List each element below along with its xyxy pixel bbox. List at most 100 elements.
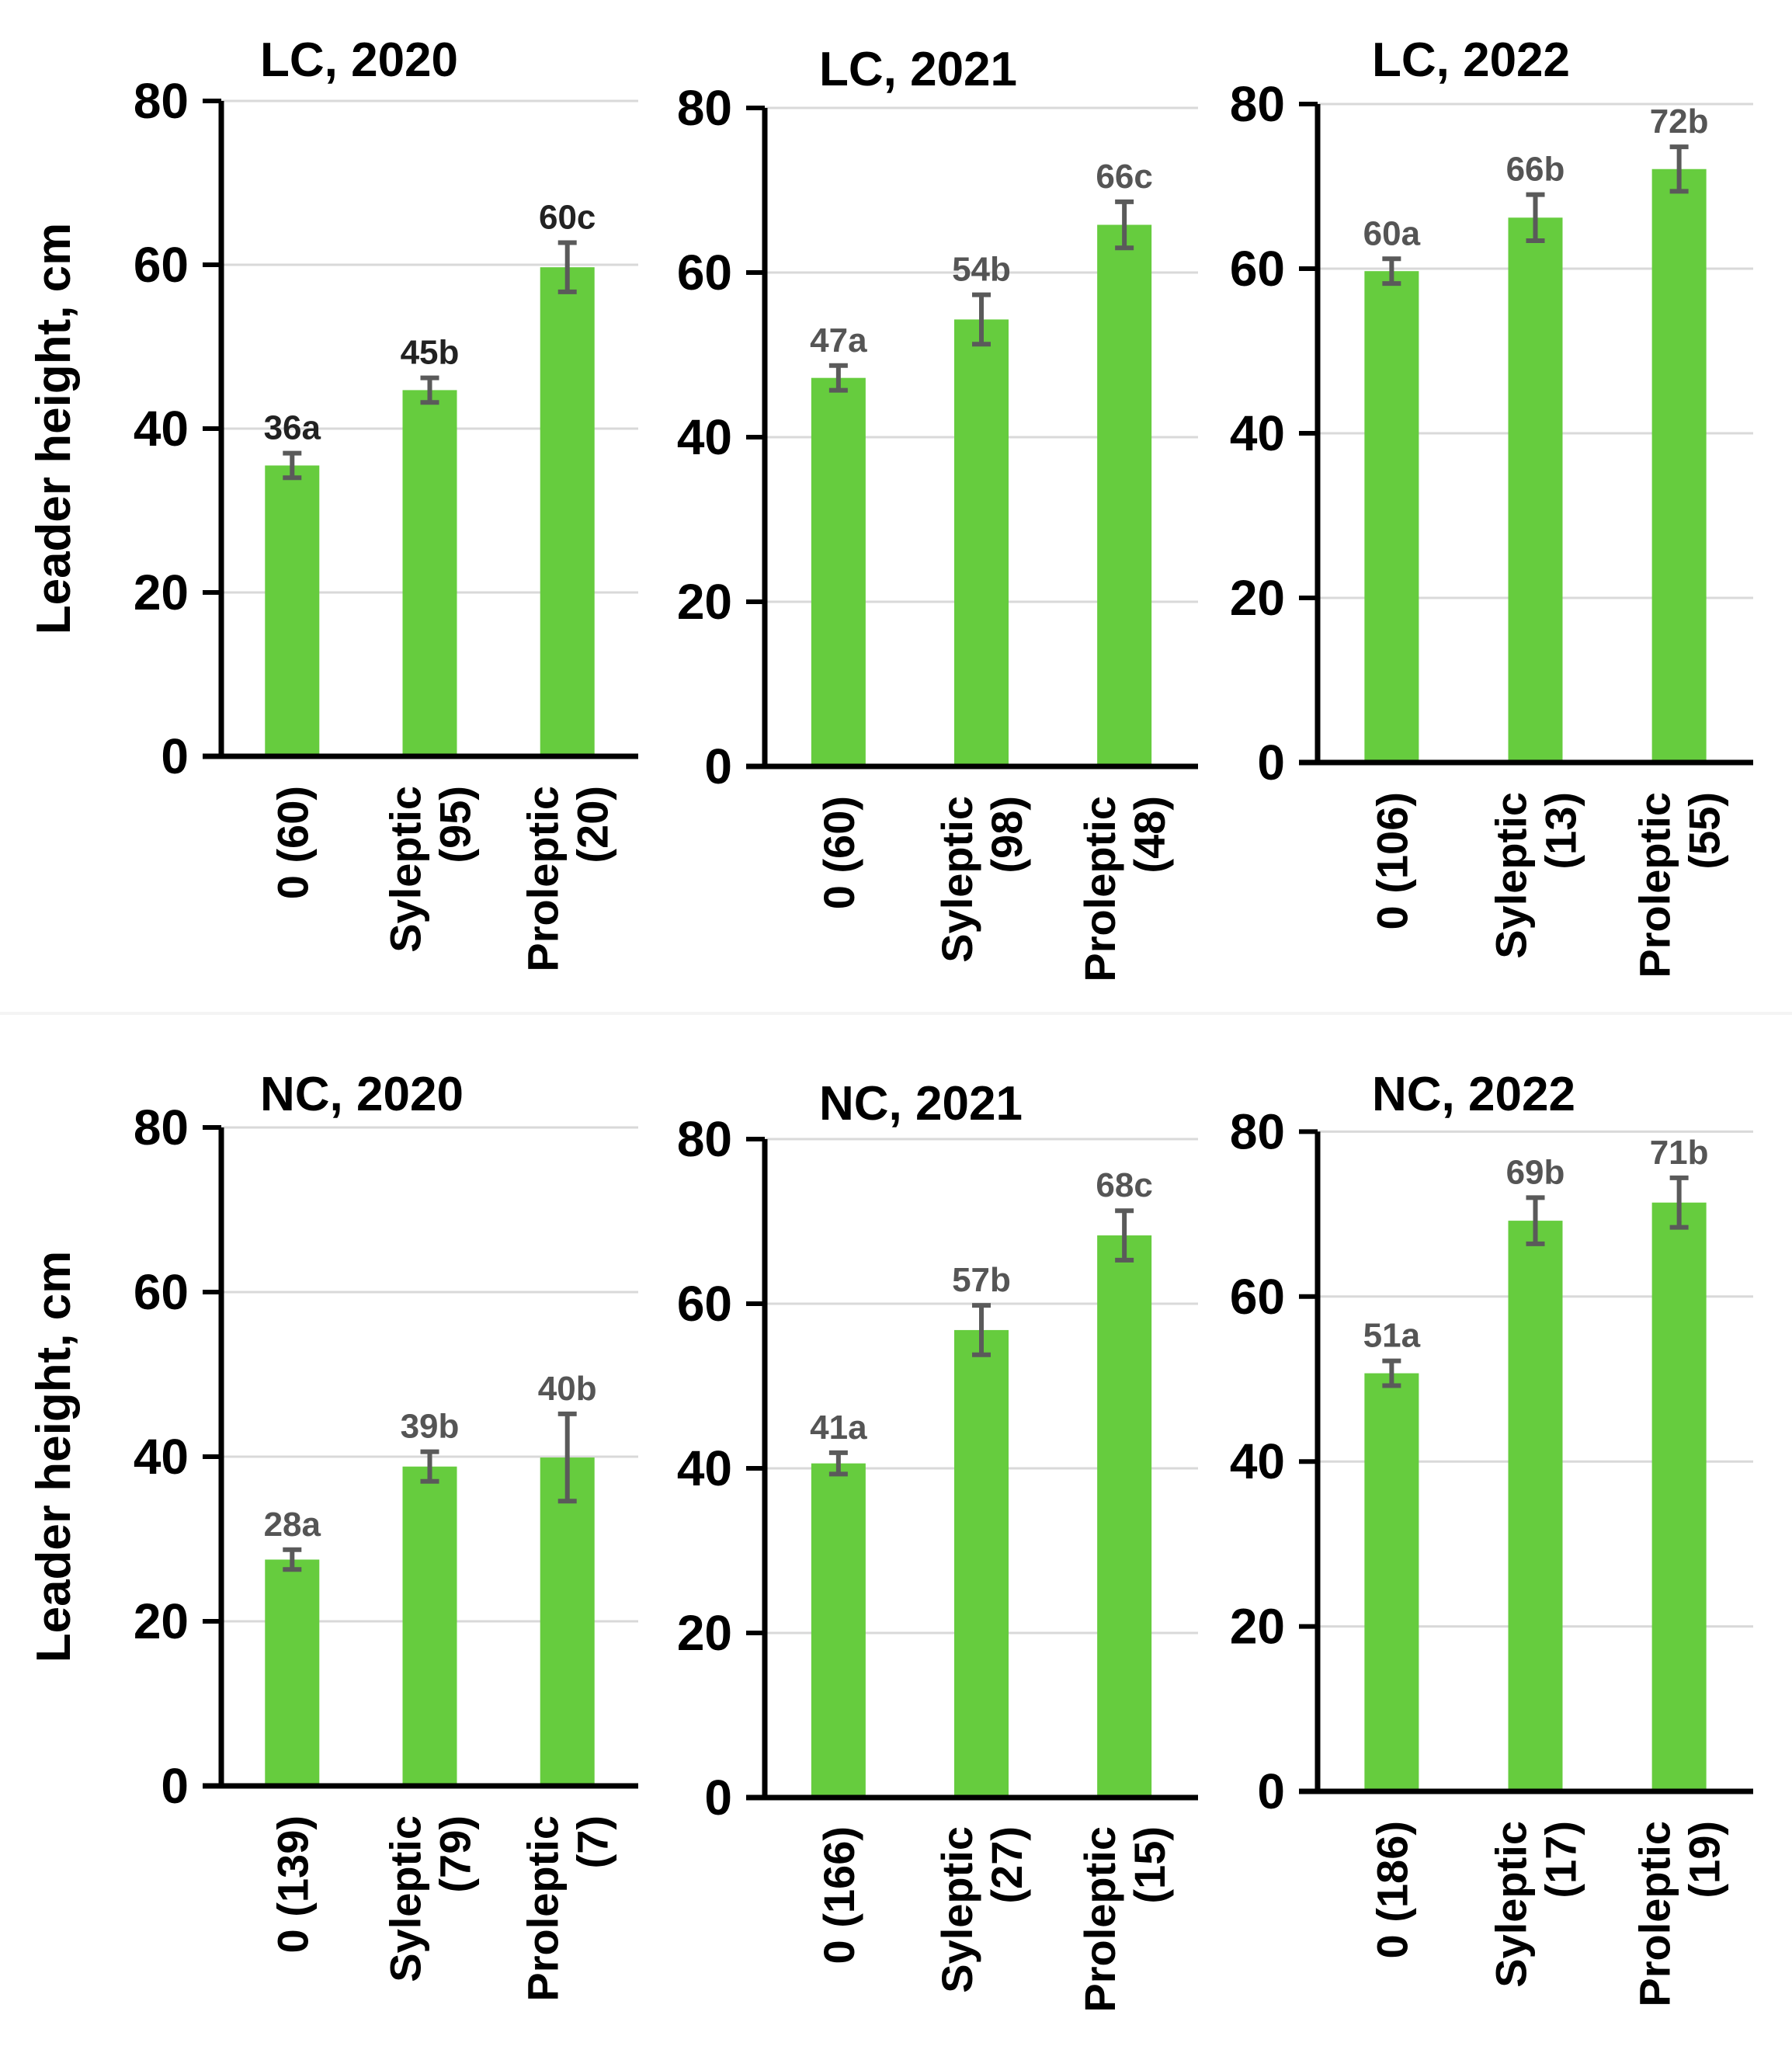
panel-3-category-label: Syleptic (13)	[1487, 792, 1585, 959]
panel-2-data-label: 54b	[952, 251, 1011, 289]
panel-row-separator	[0, 1012, 1792, 1015]
panel-2-category-count: (48)	[1125, 796, 1174, 874]
panel-1-category-label: 0 (60)	[268, 786, 317, 899]
panel-2-y-tick-label: 40	[677, 409, 732, 465]
panel-4-bar-syleptic	[402, 1466, 457, 1786]
panel-3-category-label: 0 (106)	[1367, 792, 1416, 929]
panel-5-category-label: Syleptic (27)	[932, 1826, 1031, 1993]
panel-3-y-tick-label: 40	[1230, 405, 1285, 461]
panel-3-y-tick-label: 0	[1257, 735, 1285, 790]
panel-1-category-count: (95)	[431, 786, 480, 863]
panel-5-bar-syleptic	[954, 1329, 1009, 1798]
panel-1-data-label: 45b	[401, 334, 460, 372]
panel-6-y-tick-label: 40	[1230, 1433, 1285, 1489]
panel-3-category-name: Syleptic	[1487, 792, 1536, 959]
panel-1-title: LC, 2020	[260, 33, 458, 87]
panel-3-data-label: 60a	[1363, 214, 1421, 252]
panel-2-bar-proleptic	[1097, 224, 1152, 766]
panel-6-data-label: 51a	[1363, 1317, 1421, 1355]
panel-4-category-label: Syleptic (79)	[381, 1815, 480, 1982]
panel-1-data-label: 36a	[264, 409, 321, 447]
panel-5-title: NC, 2021	[819, 1077, 1023, 1131]
panel-4-category-name: Proleptic	[519, 1815, 568, 2002]
panel-6-category-text: 0 (186)	[1367, 1821, 1416, 1958]
panel-6-bar-0	[1364, 1373, 1419, 1791]
panel-1-y-tick-label: 80	[134, 73, 189, 129]
panel-2-category-text: 0 (60)	[814, 796, 863, 909]
panel-3-bar-syleptic	[1508, 217, 1563, 763]
panel-1-category-text: 0 (60)	[268, 786, 317, 899]
panel-5-y-tick-label: 20	[677, 1605, 732, 1661]
panel-3-data-label: 66b	[1506, 151, 1565, 189]
panel-6-y-tick-label: 0	[1257, 1763, 1285, 1819]
panel-5-data-label: 41a	[810, 1409, 867, 1447]
panel-1-bar-0	[265, 465, 320, 756]
panel-6-category-name: Proleptic	[1631, 1821, 1679, 2007]
panel-2-y-tick-label: 80	[677, 80, 732, 136]
panel-4-category-count: (7)	[568, 1815, 617, 1868]
panel-5-y-tick-label: 60	[677, 1276, 732, 1332]
panel-5-y-tick-label: 0	[704, 1770, 732, 1826]
panel-3-title: LC, 2022	[1372, 33, 1570, 87]
panel-4-y-tick-label: 0	[161, 1758, 189, 1814]
panel-2-title: LC, 2021	[819, 43, 1017, 96]
panel-4-category-count: (79)	[431, 1815, 480, 1893]
panel-2-y-tick-label: 60	[677, 245, 732, 300]
panel-5-data-label: 57b	[952, 1261, 1011, 1299]
panel-1-bar-proleptic	[540, 267, 595, 756]
panel-5-y-tick-label: 40	[677, 1440, 732, 1496]
panel-3-y-tick-label: 20	[1230, 570, 1285, 626]
panel-5-bar-0	[811, 1463, 866, 1798]
panel-3-category-label: Proleptic (55)	[1631, 792, 1729, 978]
panel-2-y-tick-label: 0	[704, 738, 732, 794]
panel-1-category-count: (20)	[568, 786, 617, 863]
panel-6-y-tick-label: 80	[1230, 1103, 1285, 1159]
panel-6-bar-proleptic	[1651, 1202, 1707, 1791]
panel-1-y-axis-title: Leader height, cm	[27, 223, 81, 635]
panel-6-y-tick-label: 60	[1230, 1269, 1285, 1325]
panel-6-data-label: 69b	[1506, 1153, 1565, 1191]
panel-6-category-label: Syleptic (17)	[1487, 1821, 1585, 1988]
panel-6-bar-syleptic	[1508, 1221, 1563, 1791]
panel-2-category-label: Syleptic (98)	[932, 796, 1031, 963]
panel-1-category-label: Proleptic (20)	[519, 786, 617, 972]
panel-2-category-name: Syleptic	[932, 796, 981, 963]
panel-2-category-label: 0 (60)	[814, 796, 863, 909]
panel-1-y-tick-label: 40	[134, 401, 189, 457]
panel-3-y-tick-label: 60	[1230, 241, 1285, 297]
panel-1-category-label: Syleptic (95)	[381, 786, 480, 953]
panel-3-category-count: (13)	[1537, 792, 1585, 870]
panel-2-category-label: Proleptic (48)	[1075, 796, 1174, 982]
panel-4-y-tick-label: 20	[134, 1593, 189, 1649]
panel-4-data-label: 39b	[401, 1408, 460, 1446]
panel-3-category-name: Proleptic	[1631, 792, 1679, 978]
panel-1-category-name: Proleptic	[519, 786, 568, 972]
panel-1-y-tick-label: 20	[134, 565, 189, 620]
panel-5-category-name: Proleptic	[1075, 1826, 1124, 2013]
panel-4-y-tick-label: 40	[134, 1429, 189, 1485]
panel-5-category-count: (15)	[1125, 1826, 1174, 1904]
panel-1-data-label: 60c	[539, 199, 596, 237]
panel-6-data-label: 71b	[1650, 1134, 1709, 1172]
panel-1-y-tick-label: 0	[161, 728, 189, 784]
panel-6-y-tick-label: 20	[1230, 1599, 1285, 1655]
panel-6-category-count: (19)	[1680, 1821, 1729, 1899]
panel-3-category-count: (55)	[1680, 792, 1729, 870]
panel-1-bar-syleptic	[402, 390, 457, 756]
panel-3-bar-proleptic	[1651, 168, 1707, 763]
panel-3-bar-0	[1364, 271, 1419, 763]
panel-3-y-tick-label: 80	[1230, 76, 1285, 132]
panel-2-bar-syleptic	[954, 319, 1009, 766]
panel-5-category-text: 0 (166)	[814, 1826, 863, 1964]
panel-1-category-name: Syleptic	[381, 786, 430, 953]
panel-5-y-tick-label: 80	[677, 1111, 732, 1167]
panel-4-title: NC, 2020	[260, 1068, 464, 1121]
panel-5-bar-proleptic	[1097, 1235, 1152, 1798]
panel-2-category-count: (98)	[982, 796, 1031, 874]
panel-4-data-label: 28a	[264, 1506, 321, 1544]
panel-4-category-text: 0 (139)	[268, 1815, 317, 1953]
panel-5-category-count: (27)	[982, 1826, 1031, 1904]
panel-4-data-label: 40b	[538, 1370, 597, 1408]
panel-3-data-label: 72b	[1650, 102, 1709, 141]
